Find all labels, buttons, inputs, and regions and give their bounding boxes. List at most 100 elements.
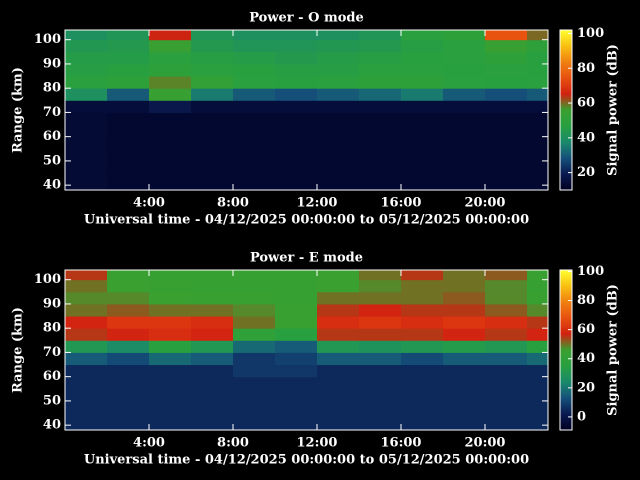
heat-cell [149, 160, 192, 174]
heat-cell [317, 39, 360, 53]
heat-cell [107, 100, 150, 113]
heat-cell [485, 279, 528, 293]
heat-cell [107, 39, 150, 53]
y-tick-label: 90 [43, 56, 61, 71]
heat-cell [443, 100, 486, 113]
heat-cell [401, 270, 444, 281]
heat-cell [317, 160, 360, 174]
heat-cell [275, 291, 318, 305]
heat-cell [359, 270, 402, 281]
heat-cell [401, 279, 444, 293]
heat-cell [317, 303, 360, 317]
heat-cell [107, 51, 150, 65]
heat-cell [317, 51, 360, 65]
heat-cell [485, 63, 528, 77]
heat-cell [275, 352, 318, 366]
heat-cell [149, 376, 192, 390]
heat-cell [65, 173, 108, 191]
heat-cell [359, 388, 402, 402]
heat-cell [527, 291, 549, 305]
heat-cell [191, 112, 234, 126]
heat-cell [443, 400, 486, 414]
heat-cell [317, 316, 360, 329]
heat-cell [359, 51, 402, 65]
heat-cell [233, 291, 276, 305]
heat-cell [443, 291, 486, 305]
heat-cell [527, 76, 549, 89]
heat-cell [401, 76, 444, 89]
heat-cell [149, 328, 192, 341]
heat-cell [149, 148, 192, 162]
heat-cell [401, 388, 444, 402]
heat-cell [233, 124, 276, 138]
heat-cell [65, 100, 108, 113]
heat-cell [275, 136, 318, 150]
heat-cell [527, 112, 549, 126]
heat-cell [65, 112, 108, 126]
heat-cell [107, 124, 150, 138]
heat-cell [191, 388, 234, 402]
y-tick-label: 90 [43, 296, 61, 311]
x-axis-label: Universal time - 04/12/2025 00:00:00 to … [84, 213, 529, 228]
heat-cell [527, 413, 549, 431]
x-tick-label: 4:00 [133, 196, 165, 211]
heat-cell [233, 173, 276, 191]
heat-cell [401, 303, 444, 317]
heat-cell [527, 63, 549, 77]
colorbar-tick-label: 60 [577, 96, 595, 111]
heat-cell [233, 364, 276, 378]
heat-cell [527, 376, 549, 390]
heat-cell [485, 352, 528, 366]
heat-cell [443, 136, 486, 150]
heat-cell [401, 124, 444, 138]
heat-cell [107, 352, 150, 366]
heat-cell [191, 340, 234, 353]
heat-cell [65, 160, 108, 174]
heat-cell [107, 340, 150, 353]
heat-cell [233, 63, 276, 77]
heat-cell [149, 100, 192, 113]
heat-cell [107, 76, 150, 89]
heat-cell [65, 316, 108, 329]
heat-cell [527, 51, 549, 65]
y-axis-label: Range (km) [11, 307, 26, 393]
heat-cell [443, 112, 486, 126]
heat-cell [107, 316, 150, 329]
heat-cell [233, 39, 276, 53]
heat-cell [359, 124, 402, 138]
heat-cell [401, 316, 444, 329]
heat-cell [107, 376, 150, 390]
heat-cell [485, 413, 528, 431]
heat-cell [485, 39, 528, 53]
heat-cell [107, 364, 150, 378]
heat-cell [233, 303, 276, 317]
heat-cell [233, 413, 276, 431]
heat-cell [233, 270, 276, 281]
heat-cell [275, 270, 318, 281]
heat-cell [65, 88, 108, 101]
heat-cell [233, 279, 276, 293]
y-tick-label: 60 [43, 129, 61, 144]
heat-cell [485, 88, 528, 101]
heat-cell [149, 270, 192, 281]
heat-cell [317, 76, 360, 89]
heat-cell [359, 316, 402, 329]
heat-cell [527, 173, 549, 191]
heat-cell [191, 39, 234, 53]
heat-cell [317, 400, 360, 414]
colorbar-tick-label: 100 [577, 264, 604, 279]
heat-cell [275, 376, 318, 390]
plot-frame [64, 29, 549, 191]
heat-cell [275, 148, 318, 162]
heat-cell [485, 30, 528, 41]
x-tick-label: 8:00 [217, 196, 249, 211]
heat-cell [317, 100, 360, 113]
colorbar [559, 29, 573, 191]
heat-cell [527, 160, 549, 174]
heat-cell [191, 173, 234, 191]
heat-cell [191, 88, 234, 101]
heat-cell [65, 413, 108, 431]
heat-cell [359, 76, 402, 89]
heat-cell [65, 328, 108, 341]
heat-cell [317, 30, 360, 41]
